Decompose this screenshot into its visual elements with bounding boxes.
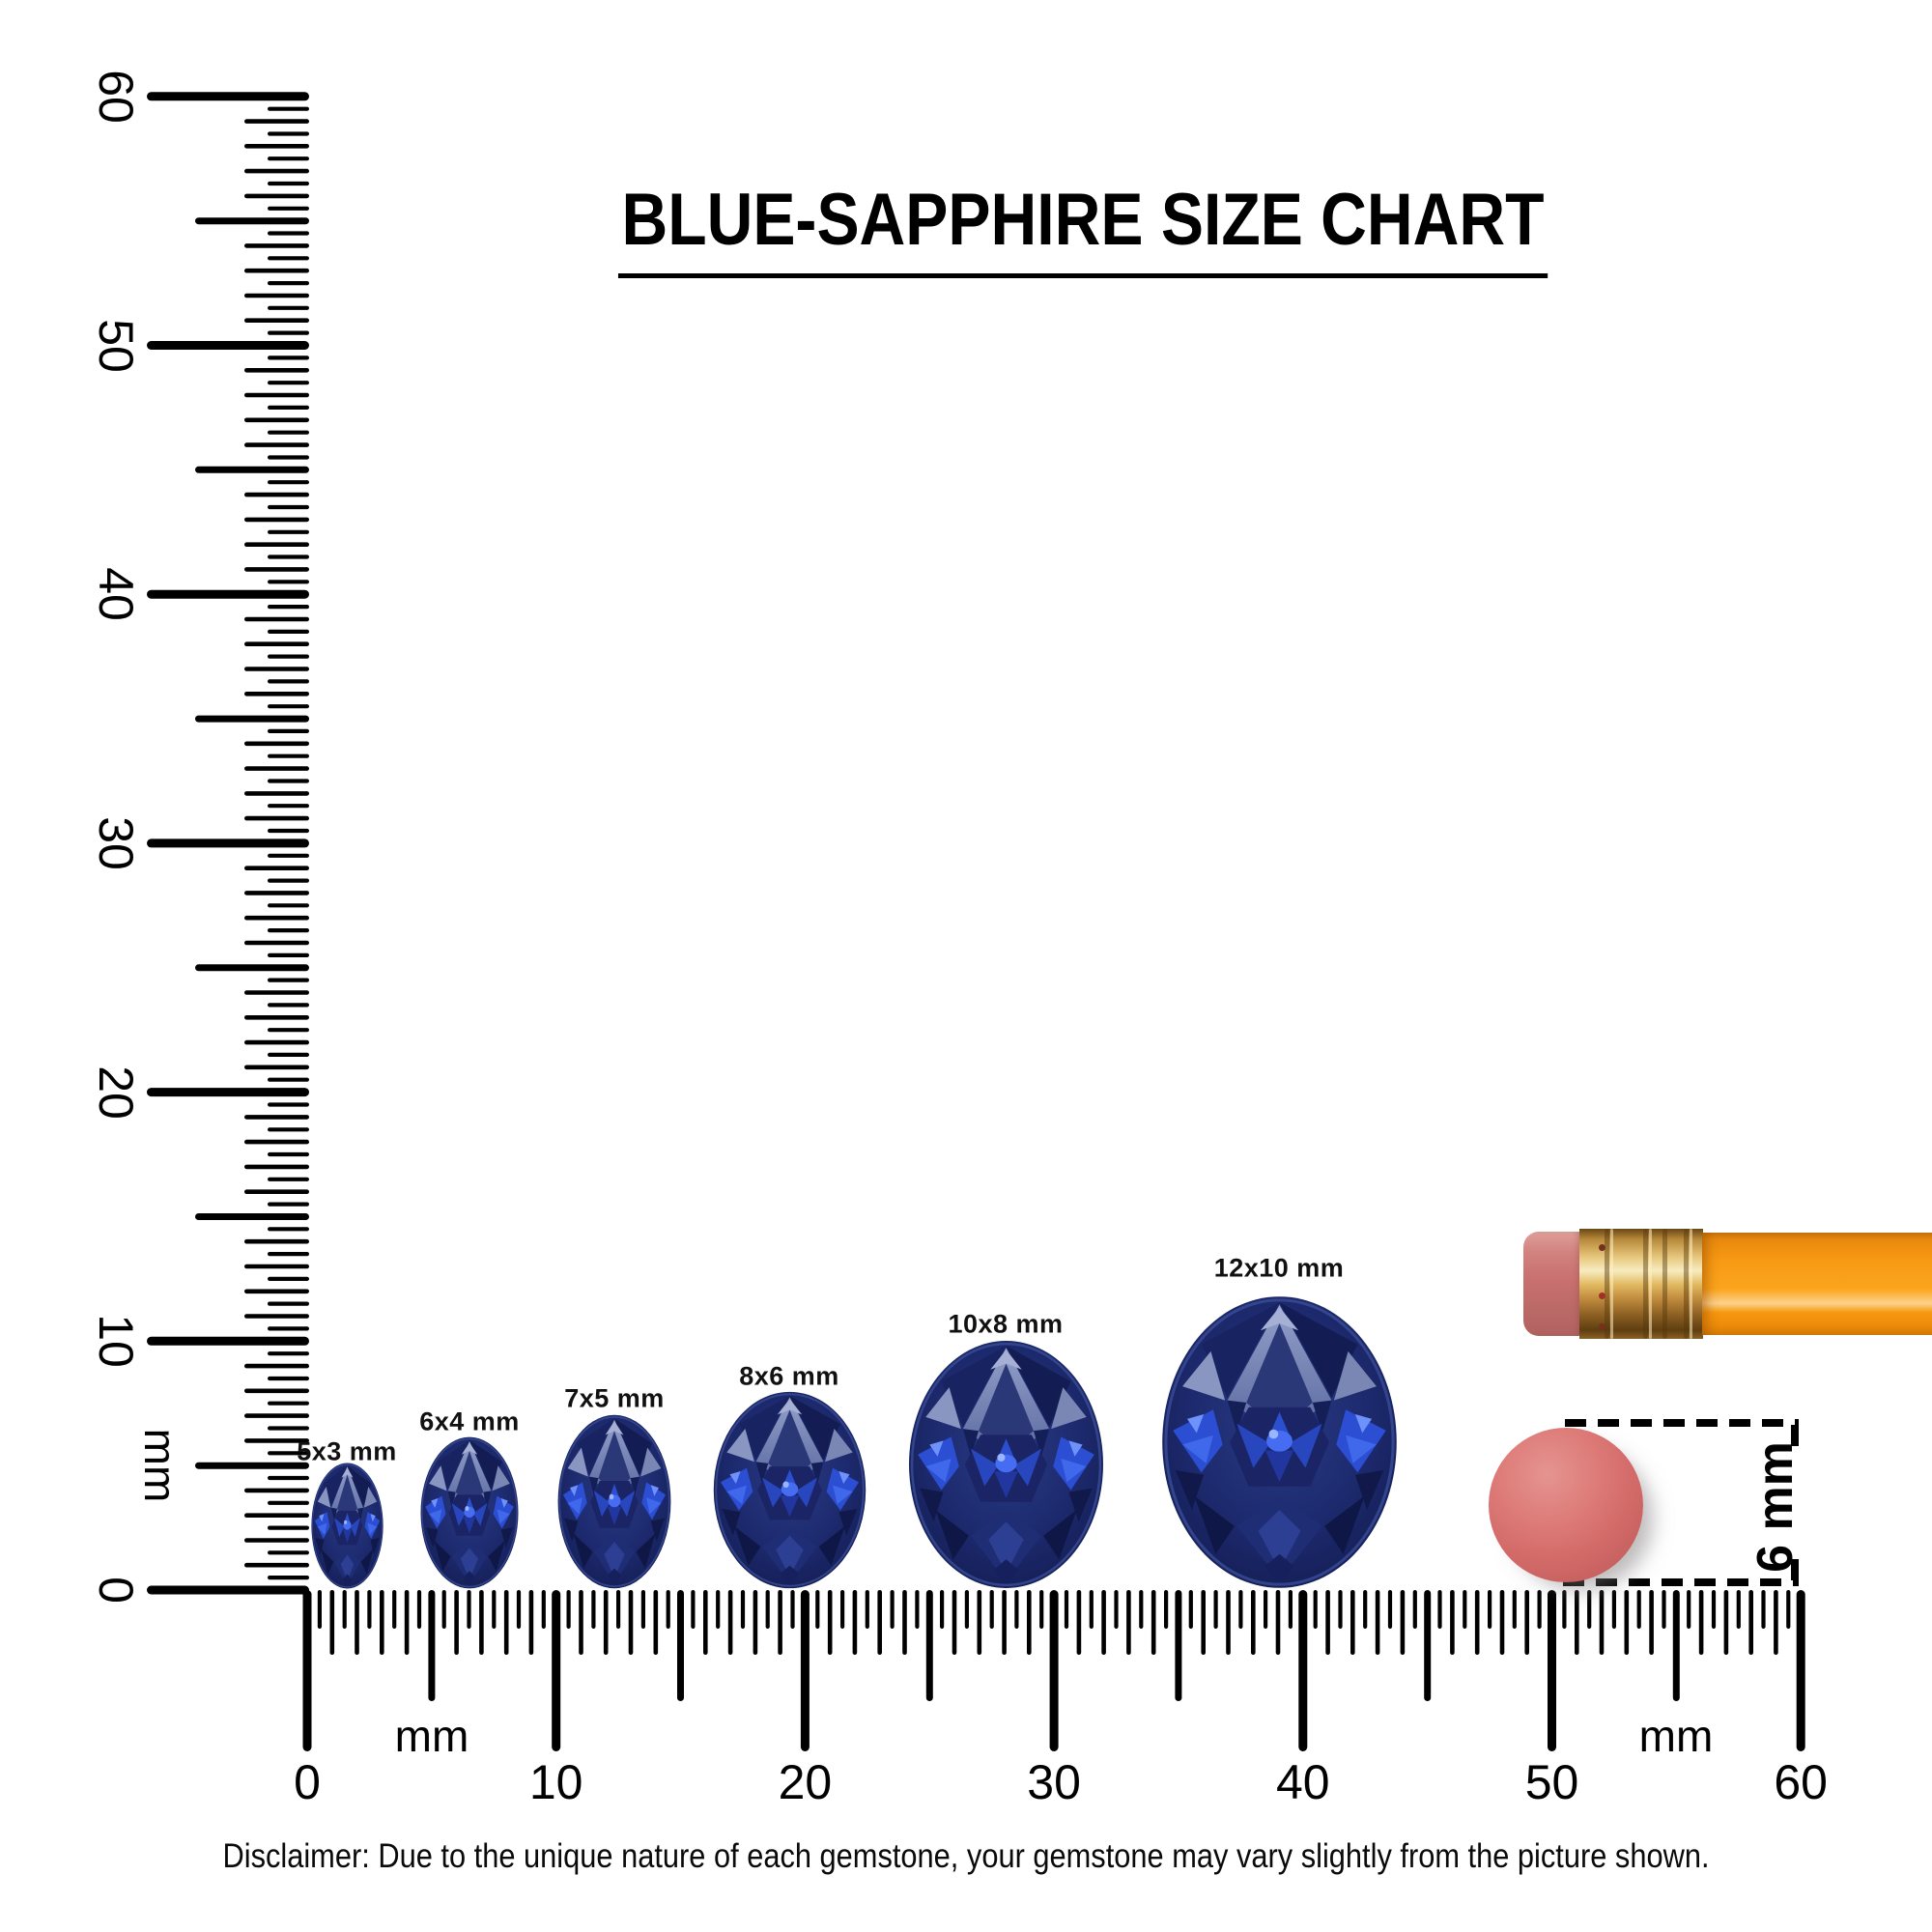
pencil-body [1702, 1233, 1932, 1335]
ferrule-ridge [1643, 1229, 1648, 1339]
ferrule-crimp-dot [1599, 1323, 1605, 1330]
horizontal-ruler-label-30: 30 [1027, 1755, 1081, 1809]
gem-7x5 [557, 1414, 671, 1589]
ferrule-ridge [1662, 1229, 1667, 1339]
horizontal-ruler-unit-label-right: mm [1638, 1711, 1714, 1761]
gem-8x6 [712, 1391, 867, 1589]
gem-size-label: 5x3 mm [297, 1436, 397, 1466]
eraser-diameter-label: 6 mm [1747, 1441, 1804, 1573]
horizontal-ruler-label-50: 50 [1524, 1755, 1579, 1809]
vertical-ruler-label-30: 30 [89, 816, 143, 870]
horizontal-ruler-label-20: 20 [778, 1755, 833, 1809]
vertical-ruler-label-40: 40 [89, 567, 143, 621]
horizontal-ruler-label-0: 0 [294, 1755, 321, 1809]
gem-illustration [310, 1463, 384, 1589]
horizontal-ruler-ticks [302, 1590, 1805, 1751]
round-eraser-icon [1489, 1428, 1643, 1582]
vertical-ruler-label-10: 10 [89, 1314, 143, 1369]
vertical-ruler-unit-label: mm [135, 1428, 185, 1503]
vertical-ruler-label-60: 60 [89, 69, 143, 124]
ferrule-crimp-dot [1599, 1244, 1605, 1251]
vertical-ruler-label-50: 50 [89, 318, 143, 373]
disclaimer-text: Disclaimer: Due to the unique nature of … [222, 1837, 1710, 1875]
ferrule-ridge [1605, 1229, 1609, 1339]
gem-6x4 [420, 1436, 519, 1589]
vertical-ruler-label-0: 0 [89, 1577, 143, 1604]
horizontal-ruler-label-10: 10 [528, 1755, 583, 1809]
gem-size-label: 12x10 mm [1213, 1253, 1345, 1283]
ferrule-ridge [1684, 1229, 1689, 1339]
vertical-ruler-label-20: 20 [89, 1065, 143, 1120]
gem-illustration [1160, 1295, 1398, 1589]
ferrule-ridge [1610, 1229, 1613, 1339]
ferrule-crimp-dot [1599, 1293, 1605, 1299]
gem-12x10 [1160, 1295, 1398, 1589]
ferrule-ridge [1649, 1229, 1652, 1339]
horizontal-ruler-unit-label-left: mm [394, 1711, 469, 1761]
eraser-dimension-lines [1563, 1419, 1799, 1586]
pencil-eraser-tip [1523, 1232, 1581, 1336]
ferrule-ridge [1690, 1229, 1692, 1339]
vertical-ruler-ticks [147, 92, 309, 1595]
gem-10x8 [907, 1340, 1104, 1589]
gem-illustration [557, 1414, 671, 1589]
gem-size-label: 8x6 mm [739, 1361, 839, 1391]
gem-illustration [907, 1340, 1104, 1589]
page-title: BLUE-SAPPHIRE SIZE CHART [617, 178, 1548, 278]
pencil-ferrule [1579, 1229, 1703, 1339]
gem-5x3 [310, 1463, 384, 1589]
horizontal-ruler-label-40: 40 [1275, 1755, 1330, 1809]
gem-illustration [712, 1391, 867, 1589]
gem-size-label: 6x4 mm [419, 1406, 520, 1436]
gem-size-label: 10x8 mm [948, 1309, 1064, 1339]
gem-size-label: 7x5 mm [564, 1383, 665, 1413]
horizontal-ruler-label-60: 60 [1774, 1755, 1828, 1809]
gem-illustration [420, 1436, 519, 1589]
